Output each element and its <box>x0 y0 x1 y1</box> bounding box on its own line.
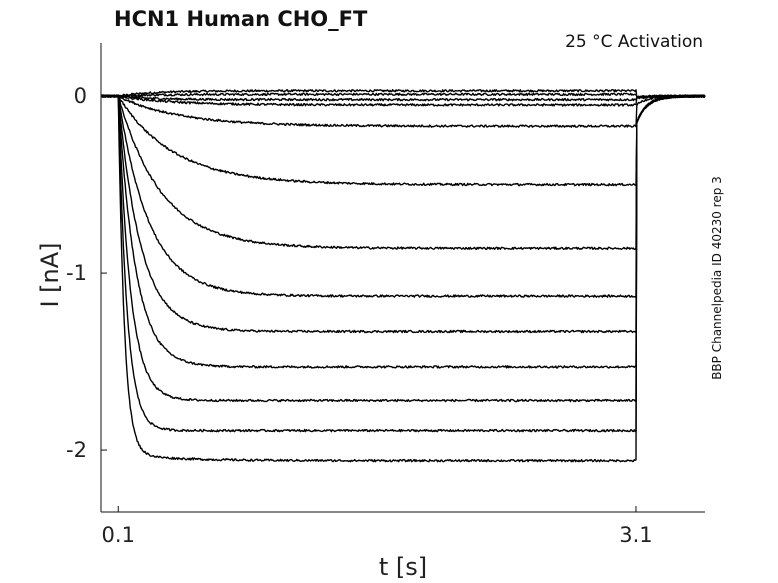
current-trace <box>100 89 706 99</box>
current-trace <box>100 94 706 369</box>
y-tick-label: -2 <box>66 438 87 462</box>
y-tick-label: -1 <box>66 261 87 285</box>
current-trace <box>100 94 706 334</box>
x-ticks: 0.1 3.1 <box>102 506 653 547</box>
chart-annotation: 25 °C Activation <box>565 32 703 52</box>
current-trace <box>100 94 706 107</box>
traces <box>100 89 706 463</box>
y-ticks: 0 -1 -2 <box>66 84 107 462</box>
current-trace <box>101 92 706 99</box>
current-trace <box>100 94 706 128</box>
current-trace <box>100 94 706 433</box>
x-tick-label: 0.1 <box>102 523 135 547</box>
current-trace <box>100 94 706 251</box>
chart-title: HCN1 Human CHO_FT <box>114 7 368 31</box>
current-trace <box>100 94 706 187</box>
y-tick-label: 0 <box>74 84 87 108</box>
current-trace <box>100 94 706 463</box>
side-label: BBP Channelpedia ID 40230 rep 3 <box>710 176 724 380</box>
current-trace <box>100 94 705 298</box>
x-tick-label: 3.1 <box>619 523 652 547</box>
x-axis-label: t [s] <box>379 553 427 581</box>
y-axis-label: I [nA] <box>36 242 64 307</box>
current-trace <box>100 94 706 403</box>
current-trace <box>100 94 706 102</box>
